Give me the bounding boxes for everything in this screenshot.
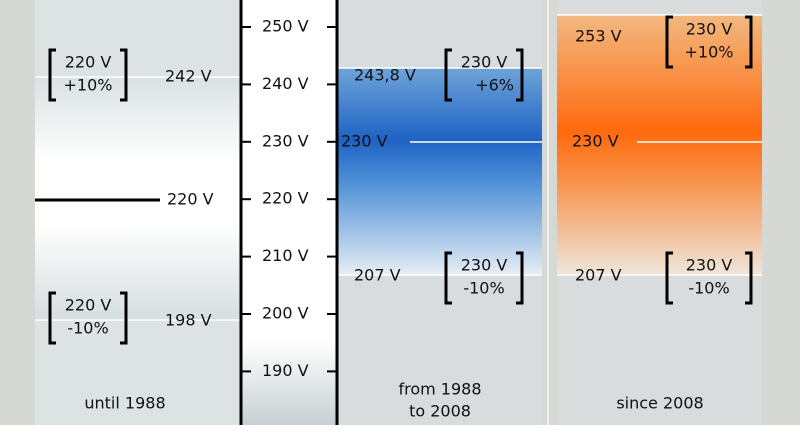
bracket <box>665 251 673 305</box>
bracket <box>665 15 673 69</box>
bracket <box>120 291 128 345</box>
bracket <box>516 48 524 102</box>
bracket <box>516 251 524 305</box>
tick-label: 230 V <box>262 131 309 150</box>
limit-lines <box>35 14 762 321</box>
panel-label: until 1988 <box>84 394 165 413</box>
scale-bg <box>241 0 337 425</box>
band-middle <box>338 68 542 275</box>
note-tolerance: +10% <box>64 76 113 95</box>
panel-label: since 2008 <box>616 394 703 413</box>
lower-value: 207 V <box>575 266 622 285</box>
upper-value: 242 V <box>165 67 212 86</box>
note-base: 230 V <box>461 256 508 275</box>
nominal-value: 220 V <box>167 190 214 209</box>
note-base: 220 V <box>65 53 112 72</box>
nominal-value: 230 V <box>341 132 388 151</box>
bracket <box>444 251 452 305</box>
note-tolerance: -10% <box>688 279 729 298</box>
bracket <box>745 15 753 69</box>
note-base: 220 V <box>65 296 112 315</box>
tick-label: 210 V <box>262 246 309 265</box>
lower-value: 198 V <box>165 311 212 330</box>
tick-label: 220 V <box>262 189 309 208</box>
tick-label: 200 V <box>262 304 309 323</box>
tick-label: 190 V <box>262 361 309 380</box>
panel-label: from 1988 <box>398 380 481 399</box>
note-tolerance: +6% <box>475 76 514 95</box>
band-right <box>557 15 762 275</box>
note-tolerance: -10% <box>463 279 504 298</box>
bracket <box>48 291 56 345</box>
note-base: 230 V <box>686 20 733 39</box>
panel-label: to 2008 <box>409 402 471 421</box>
tick-label: 240 V <box>262 74 309 93</box>
upper-value: 253 V <box>575 27 622 46</box>
tick-label: 250 V <box>262 17 309 36</box>
lower-value: 207 V <box>354 266 401 285</box>
upper-value: 243,8 V <box>354 66 416 85</box>
nominal-value: 230 V <box>572 132 619 151</box>
bracket <box>444 48 452 102</box>
note-tolerance: -10% <box>67 319 108 338</box>
note-base: 230 V <box>686 256 733 275</box>
bracket <box>745 251 753 305</box>
margin <box>0 425 800 443</box>
note-base: 230 V <box>461 53 508 72</box>
bracket <box>120 48 128 102</box>
bracket <box>48 48 56 102</box>
note-tolerance: +10% <box>685 43 734 62</box>
